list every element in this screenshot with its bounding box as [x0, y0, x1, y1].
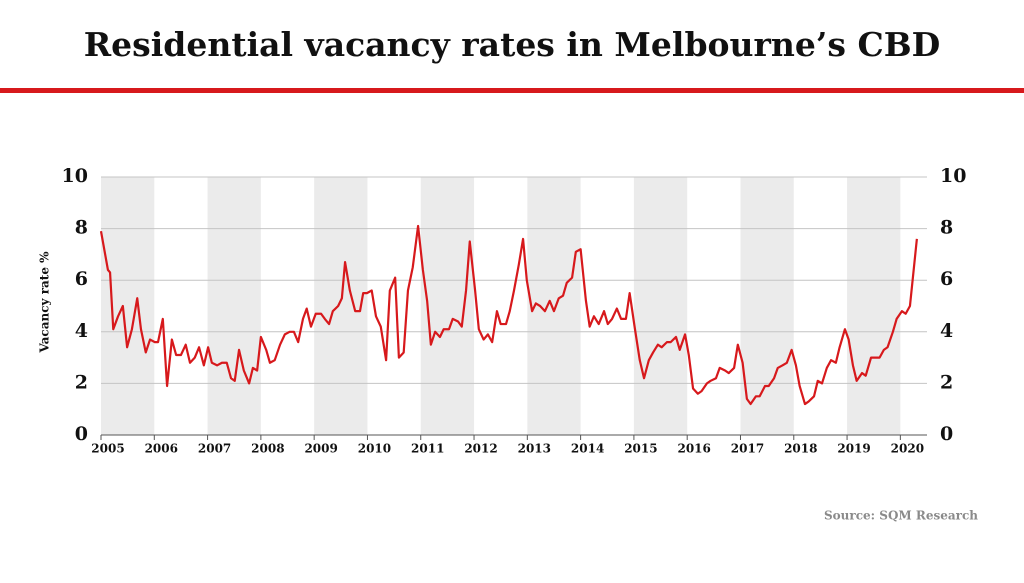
y2-tick-label: 0 — [940, 423, 953, 445]
x-tick-label: 2013 — [518, 442, 551, 456]
x-tick-label: 2015 — [624, 442, 657, 456]
year-band — [847, 177, 901, 435]
x-tick-label: 2005 — [91, 442, 124, 456]
year-band — [101, 177, 155, 435]
x-tick-label: 2012 — [464, 442, 497, 456]
y2-tick-label: 8 — [940, 217, 953, 239]
year-band — [740, 177, 794, 435]
x-tick-label: 2007 — [198, 442, 231, 456]
x-tick-label: 2014 — [571, 442, 604, 456]
x-tick-label: 2018 — [784, 442, 817, 456]
x-tick-label: 2009 — [304, 442, 337, 456]
x-tick-label: 2010 — [358, 442, 391, 456]
y-tick-label: 8 — [75, 217, 88, 239]
year-band — [527, 177, 581, 435]
y-tick-label: 2 — [75, 371, 88, 393]
y-tick-label: 4 — [75, 320, 88, 342]
y-axis-label: Vacancy rate % — [38, 251, 52, 354]
source-note: Source: SQM Research — [824, 509, 978, 523]
y-tick-label: 0 — [75, 423, 88, 445]
y2-tick-label: 4 — [940, 320, 953, 342]
title-rule — [0, 88, 1024, 93]
x-tick-label: 2011 — [411, 442, 444, 456]
year-band — [420, 177, 475, 435]
x-tick-label: 2020 — [891, 442, 924, 456]
chart-title: Residential vacancy rates in Melbourne’s… — [84, 25, 941, 64]
x-tick-label: 2016 — [677, 442, 710, 456]
x-tick-label: 2019 — [837, 442, 870, 456]
y2-tick-label: 10 — [940, 165, 966, 187]
y2-tick-label: 2 — [940, 371, 953, 393]
y-tick-label: 6 — [75, 268, 88, 290]
y-tick-label: 10 — [62, 165, 88, 187]
year-band — [314, 177, 368, 435]
year-band — [207, 177, 261, 435]
y2-tick-label: 6 — [940, 268, 953, 290]
data-line — [99, 224, 918, 406]
x-tick-label: 2008 — [251, 442, 284, 456]
x-tick-label: 2017 — [731, 442, 764, 456]
year-band — [633, 177, 688, 435]
x-tick-label: 2006 — [145, 442, 178, 456]
plot-area: 0 2 4 6 8 10 0 2 4 6 8 10 2005 2006 2007 2008 2009 2010 20… — [62, 165, 967, 456]
